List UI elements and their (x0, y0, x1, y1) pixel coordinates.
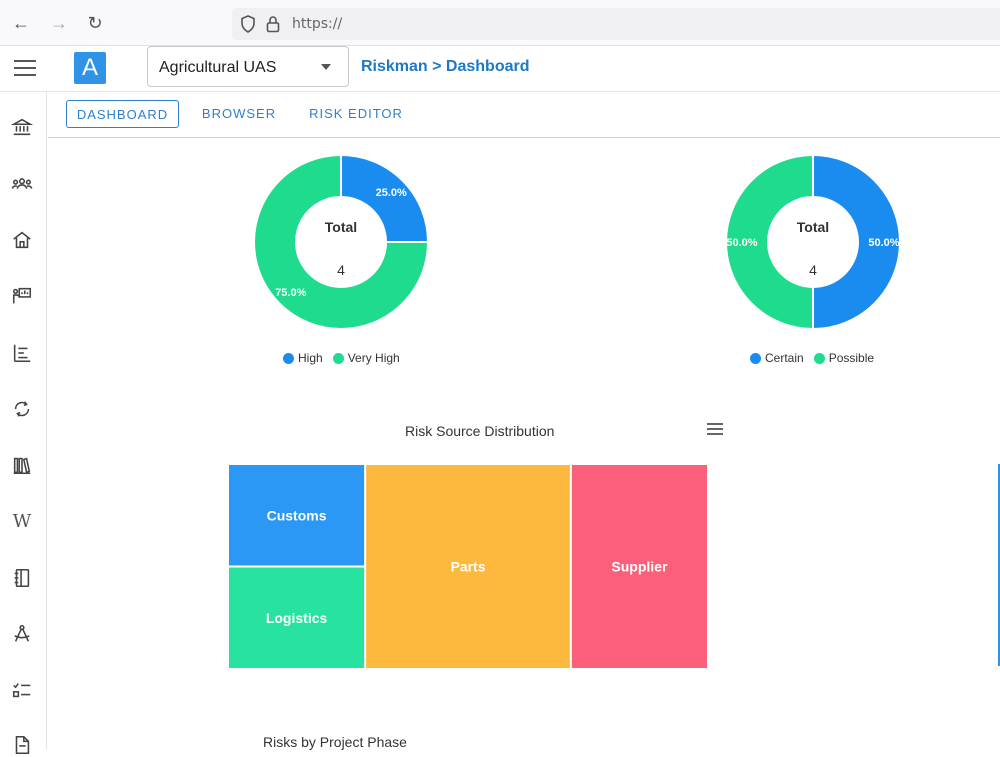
donut1-slice-label: 75.0% (275, 287, 306, 299)
group-icon[interactable] (10, 172, 34, 196)
legend-item-certain[interactable]: Certain (750, 351, 804, 365)
tab-browser[interactable]: BROWSER (201, 106, 277, 121)
treemap-cell-label: Logistics (266, 610, 328, 626)
donut2-slice-certain[interactable] (812, 154, 901, 330)
legend-item-possible[interactable]: Possible (813, 351, 875, 365)
dashboard-content: 25.0% 75.0% Total 4 High Very High 50.0% 5… (48, 138, 1000, 750)
project-select[interactable]: Agricultural UAS (147, 46, 349, 87)
donut2-total-value: 4 (809, 262, 817, 278)
donut2-total-label: Total (796, 219, 830, 235)
home-icon[interactable] (10, 228, 34, 252)
bank-icon[interactable] (10, 115, 34, 139)
back-icon[interactable]: ← (12, 13, 30, 33)
treemap-cell-logistics[interactable] (229, 567, 365, 669)
legend-dot (813, 352, 825, 364)
donut1-slice-high[interactable] (340, 154, 429, 243)
donut1-slice-label: 25.0% (376, 187, 407, 199)
treemap-cell-supplier[interactable] (571, 465, 707, 668)
reload-icon[interactable]: ↻ (87, 13, 103, 33)
legend-label: Certain (765, 351, 804, 365)
legend-item-very-high[interactable]: Very High (332, 351, 400, 365)
treemap-title: Risk Source Distribution (405, 423, 555, 439)
tab-risk-editor[interactable]: RISK EDITOR (309, 106, 403, 121)
sidebar: W (0, 92, 47, 755)
donut-chart-probability: 50.0% 50.0% (725, 154, 901, 330)
chevron-down-icon (321, 64, 331, 70)
address-bar[interactable]: https:// (232, 8, 1000, 40)
donut2-slice-label: 50.0% (726, 237, 757, 249)
treemap-cell-parts[interactable] (366, 465, 570, 668)
donut2-slice-possible[interactable] (725, 154, 814, 330)
donut-chart-risk-rating: 25.0% 75.0% (253, 154, 429, 330)
app-header: A Agricultural UAS Riskman > Dashboard (0, 46, 1000, 92)
tab-bar: DASHBOARD BROWSER RISK EDITOR (48, 92, 1000, 138)
document-icon[interactable] (10, 733, 34, 757)
legend-dot (332, 352, 344, 364)
legend-label: Very High (347, 351, 400, 365)
shield-icon (240, 15, 256, 36)
donut2-legend: Certain Possible (750, 351, 874, 365)
legend-dot (750, 352, 761, 364)
refresh-icon[interactable] (10, 397, 34, 421)
forward-icon[interactable]: → (50, 13, 68, 33)
chart-menu-icon[interactable] (707, 423, 723, 435)
legend-label: High (298, 351, 323, 365)
wikipedia-icon[interactable]: W (12, 510, 32, 532)
treemap-cell-label: Supplier (611, 559, 668, 575)
notebook-icon[interactable] (10, 566, 34, 590)
lock-icon (266, 15, 280, 36)
project-phase-chart-title: Risks by Project Phase (263, 734, 407, 750)
app-logo: A (74, 52, 106, 84)
donut1-total-value: 4 (337, 262, 345, 278)
project-select-value: Agricultural UAS (159, 59, 277, 76)
breadcrumb: Riskman > Dashboard (361, 58, 530, 75)
donut1-total-label: Total (324, 219, 358, 235)
browser-toolbar: ← → ↻ https:// (0, 0, 1000, 46)
tab-dashboard[interactable]: DASHBOARD (66, 100, 179, 128)
donut1-legend: High Very High (283, 351, 400, 365)
treemap-cell-label: Customs (267, 507, 327, 523)
presentation-icon[interactable] (10, 284, 34, 308)
donut2-slice-label: 50.0% (868, 237, 899, 249)
treemap-cell-customs[interactable] (229, 465, 365, 566)
chart-bars-icon[interactable] (10, 341, 34, 365)
checklist-icon[interactable] (10, 678, 34, 702)
url-text: https:// (292, 16, 343, 32)
offscreen-chart-edge (998, 464, 1000, 666)
compass-icon[interactable] (10, 622, 34, 646)
legend-dot (283, 352, 294, 364)
library-icon[interactable] (10, 453, 34, 477)
treemap-cell-label: Parts (450, 559, 485, 575)
legend-item-high[interactable]: High (283, 351, 323, 365)
donut1-slice-very-high[interactable] (253, 154, 429, 330)
menu-icon[interactable] (14, 60, 36, 76)
treemap-chart: Customs Logistics Parts Supplier (229, 465, 707, 669)
legend-label: Possible (828, 351, 875, 365)
